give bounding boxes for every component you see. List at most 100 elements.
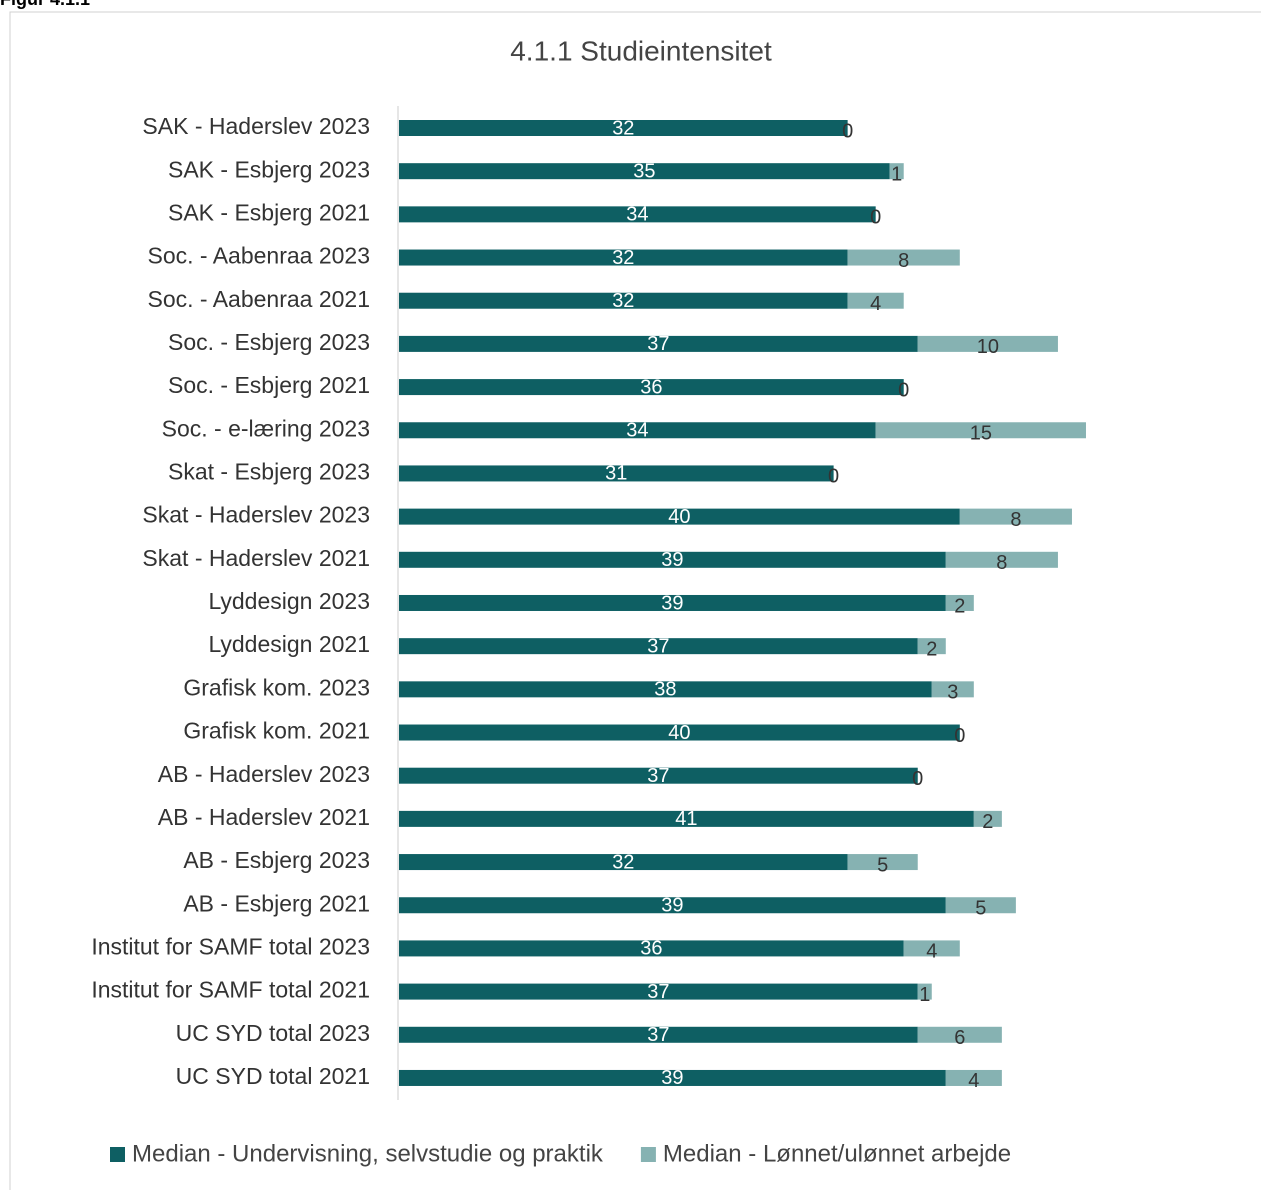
y-tick-label: SAK - Haderslev 2023 <box>142 113 370 139</box>
data-label: 5 <box>975 898 986 920</box>
y-tick-label: Lyddesign 2021 <box>208 631 370 657</box>
data-label: 35 <box>633 160 655 182</box>
bar-segment <box>399 249 848 266</box>
data-label: 0 <box>912 768 923 790</box>
data-label: 15 <box>970 423 992 445</box>
bar-segment <box>847 292 904 309</box>
y-tick-label: UC SYD total 2021 <box>176 1063 370 1089</box>
y-tick-label: Skat - Esbjerg 2023 <box>168 459 370 485</box>
bar-segment <box>399 551 946 568</box>
data-label: 6 <box>954 1027 965 1049</box>
bar-segment <box>399 897 946 914</box>
bar-segment <box>399 810 974 827</box>
y-tick-label: AB - Haderslev 2021 <box>158 804 370 830</box>
y-tick-label: Skat - Haderslev 2023 <box>142 502 370 528</box>
legend-label: Median - Lønnet/ulønnet arbejde <box>663 1140 1011 1167</box>
data-label: 37 <box>647 765 669 787</box>
y-tick-label: AB - Esbjerg 2023 <box>183 847 370 873</box>
bar-segment <box>889 163 904 180</box>
bar-segment <box>399 940 904 957</box>
bar-segment <box>399 120 848 136</box>
data-label: 40 <box>668 722 690 744</box>
legend-label: Median - Undervisning, selvstudie og pra… <box>132 1140 604 1167</box>
data-label: 0 <box>870 207 881 229</box>
data-label: 41 <box>675 808 697 830</box>
y-tick-label: Grafisk kom. 2023 <box>183 674 370 700</box>
bar-segment <box>399 1026 918 1043</box>
y-tick-label: AB - Esbjerg 2021 <box>183 890 370 916</box>
bar-segment <box>945 594 974 611</box>
bar-segment <box>399 594 946 611</box>
data-label: 32 <box>612 851 634 873</box>
data-label: 2 <box>982 811 993 833</box>
data-label: 4 <box>926 941 937 963</box>
bar-segment <box>945 1069 1002 1086</box>
data-label: 10 <box>977 336 999 358</box>
data-label: 32 <box>612 247 634 269</box>
chart-border <box>9 11 1261 1195</box>
bar-segment <box>945 551 1058 568</box>
y-tick-label: Skat - Haderslev 2021 <box>142 545 370 571</box>
y-tick-label: Soc. - Esbjerg 2023 <box>168 329 370 355</box>
bar-segment <box>945 897 1016 914</box>
data-label: 38 <box>654 679 676 701</box>
y-tick-label: Soc. - e-læring 2023 <box>162 415 370 441</box>
bar-segment <box>917 983 932 1000</box>
data-label: 39 <box>661 1067 683 1089</box>
bar-segment <box>399 163 890 180</box>
bar-segment <box>847 249 960 266</box>
bar-segment <box>399 638 918 655</box>
data-label: 0 <box>828 466 839 488</box>
data-label: 0 <box>842 120 853 142</box>
data-label: 40 <box>668 506 690 528</box>
data-label: 36 <box>640 938 662 960</box>
legend-swatch <box>110 1147 125 1162</box>
bar-segment <box>399 335 918 352</box>
bar-segment <box>917 1026 1002 1043</box>
y-tick-label: SAK - Esbjerg 2021 <box>168 199 370 225</box>
y-tick-label: Lyddesign 2023 <box>208 588 370 614</box>
data-label: 37 <box>647 981 669 1003</box>
y-tick-label: Institut for SAMF total 2023 <box>91 933 370 959</box>
bar-segment <box>931 681 974 698</box>
y-tick-label: AB - Haderslev 2023 <box>158 761 370 787</box>
data-label: 0 <box>898 379 909 401</box>
data-label: 34 <box>626 420 648 442</box>
data-label: 1 <box>919 984 930 1006</box>
bar-segment <box>399 379 904 396</box>
bar-segment <box>399 983 918 1000</box>
y-tick-label: SAK - Esbjerg 2023 <box>168 156 370 182</box>
figure-label: Figur 4.1.1 <box>0 0 90 9</box>
bar-segment <box>399 292 848 309</box>
data-label: 32 <box>612 290 634 312</box>
bar-segment <box>917 638 946 655</box>
bar-segment <box>399 465 834 482</box>
bar-segment <box>959 508 1072 525</box>
data-label: 34 <box>626 204 648 226</box>
y-tick-label: Soc. - Esbjerg 2021 <box>168 372 370 398</box>
data-label: 36 <box>640 376 662 398</box>
data-label: 31 <box>605 463 627 485</box>
data-label: 0 <box>954 725 965 747</box>
data-label: 5 <box>877 854 888 876</box>
bar-segment <box>399 767 918 784</box>
data-label: 8 <box>996 552 1007 574</box>
bar-segment <box>399 206 876 223</box>
bar-segment <box>847 854 918 871</box>
data-label: 8 <box>1010 509 1021 531</box>
data-label: 2 <box>954 595 965 617</box>
legend-swatch <box>640 1147 656 1162</box>
data-label: 8 <box>898 250 909 272</box>
bar-segment <box>399 724 960 741</box>
data-label: 3 <box>947 682 958 704</box>
bar-segment <box>875 422 1086 439</box>
y-tick-label: Grafisk kom. 2021 <box>183 718 370 744</box>
data-label: 1 <box>891 163 902 185</box>
y-tick-label: Soc. - Aabenraa 2021 <box>148 286 371 312</box>
bar-segment <box>973 810 1002 827</box>
bar-segment <box>399 1069 946 1086</box>
bar-segment <box>399 854 848 871</box>
data-label: 39 <box>661 895 683 917</box>
